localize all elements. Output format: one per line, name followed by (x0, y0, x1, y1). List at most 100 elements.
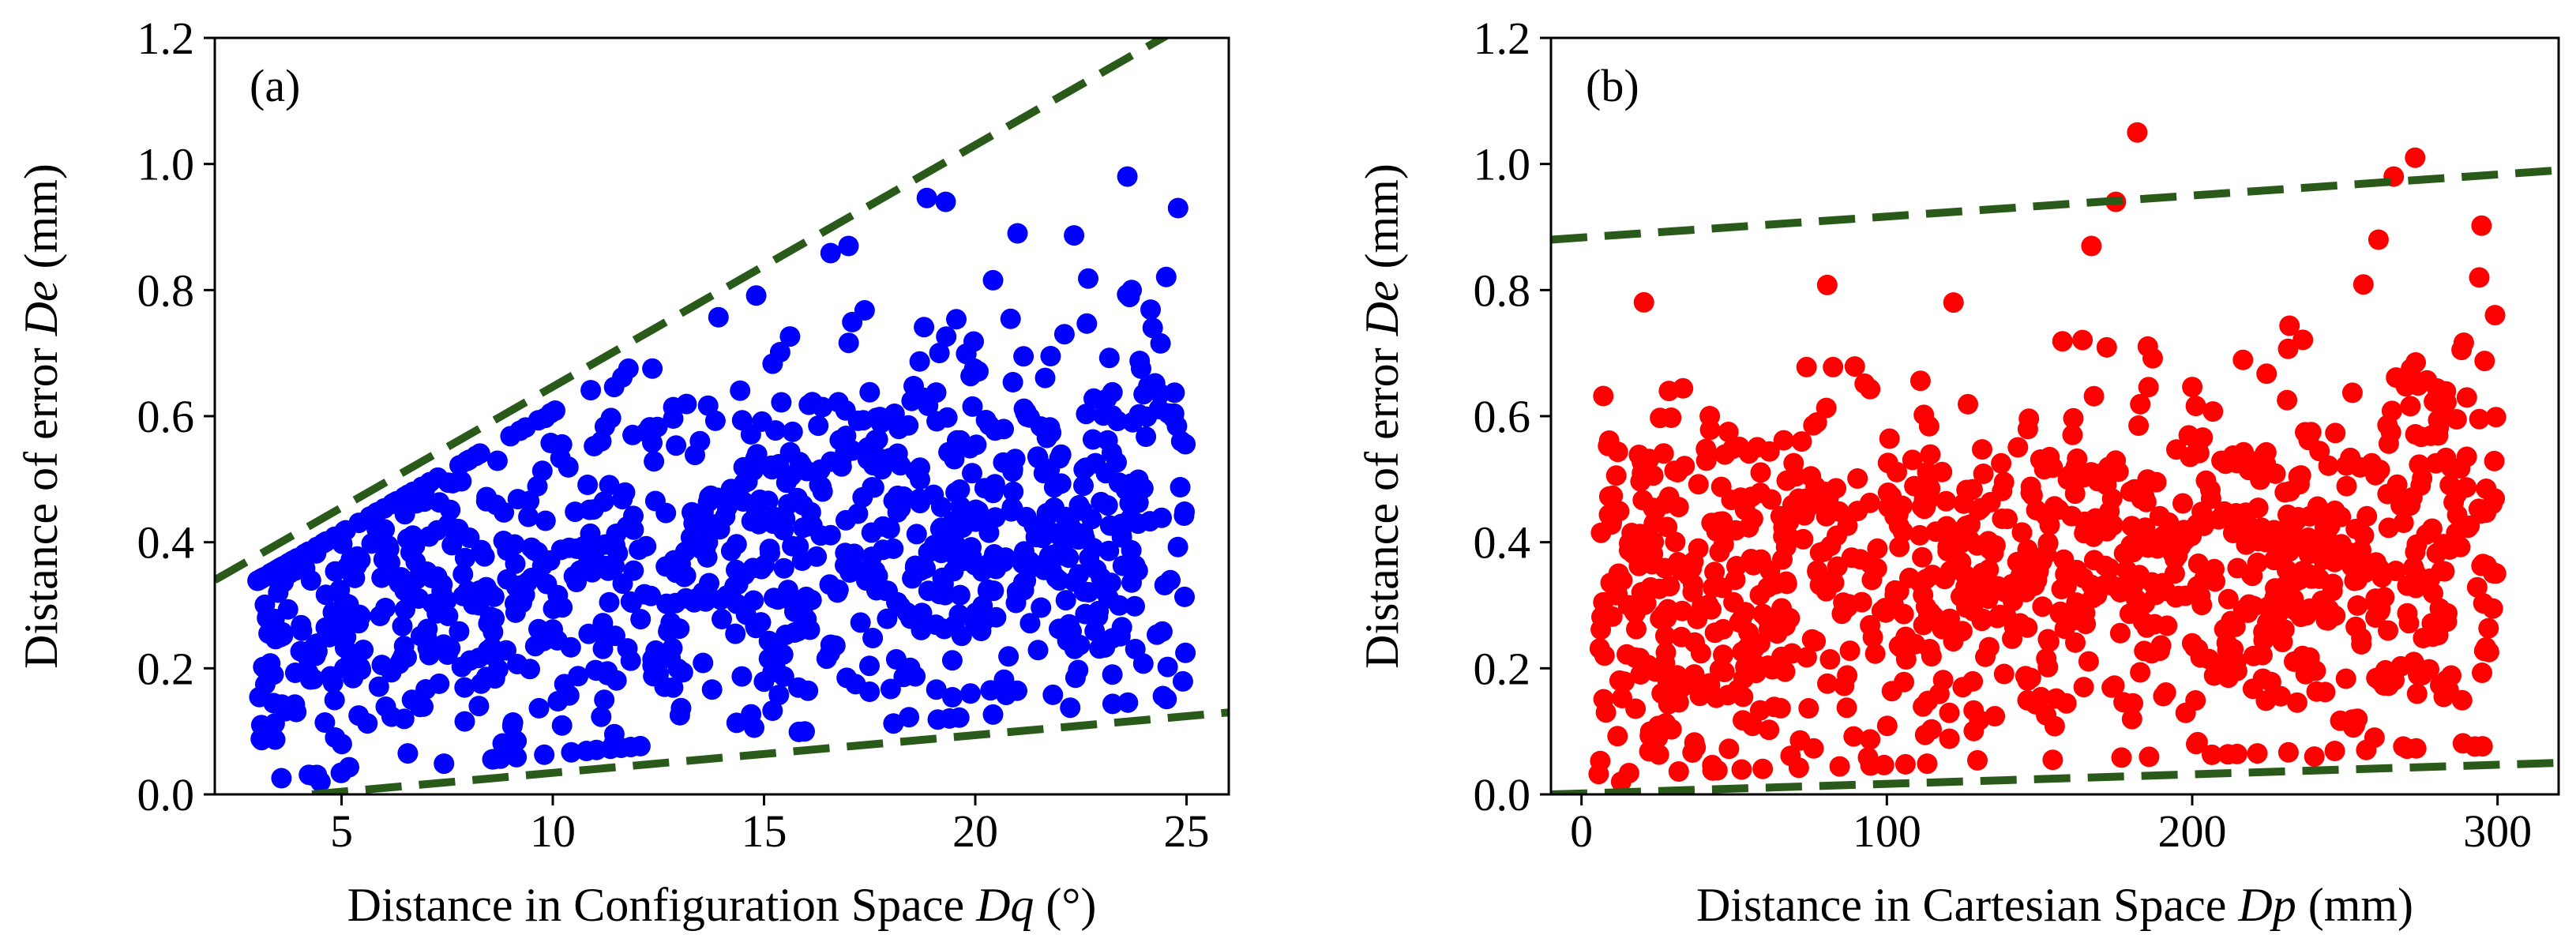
scatter-point (1831, 603, 1853, 625)
scatter-point (1713, 644, 1733, 666)
scatter-point (1997, 509, 2018, 530)
scatter-point (2202, 401, 2224, 422)
scatter-point (2037, 532, 2059, 554)
chart-panel-1: 0 100 200 300 0.0 0.2 0.4 0.6 0.8 1.0 1.2 (b) Distan… (1356, 13, 2560, 931)
scatter-point (1650, 407, 1671, 429)
scatter-point (357, 713, 378, 734)
y-tick-label: 1.0 (1474, 139, 1531, 190)
scatter-point (2368, 229, 2389, 250)
scatter-point (741, 511, 762, 531)
scatter-point (782, 421, 803, 442)
scatter-point (2130, 393, 2151, 415)
scatter-point (1078, 582, 1099, 603)
x-tick-label: 300 (2463, 805, 2532, 857)
scatter-point (2405, 352, 2426, 373)
scatter-point (1701, 599, 1722, 620)
scatter-point (971, 621, 992, 641)
scatter-point (1972, 562, 1993, 584)
scatter-point (284, 663, 306, 683)
scatter-point (2032, 596, 2053, 618)
scatter-point (1878, 497, 1899, 518)
x-axis-label: Distance in Configuration Space Dq (°) (347, 879, 1097, 931)
scatter-point (2410, 475, 2431, 496)
scatter-point (2284, 651, 2304, 672)
scatter-point (1809, 542, 1831, 563)
scatter-point (2096, 475, 2117, 495)
scatter-point (2116, 560, 2137, 581)
scatter-point (2017, 419, 2038, 440)
scatter-point (1936, 490, 1957, 512)
scatter-point (1991, 452, 2012, 474)
scatter-point (1798, 698, 1819, 719)
scatter-point (2020, 476, 2041, 497)
scatter-point (2277, 504, 2298, 525)
scatter-point (1154, 575, 1175, 595)
scatter-point (1665, 531, 1686, 553)
scatter-point (1647, 727, 1669, 749)
scatter-point (2244, 595, 2265, 617)
scatter-point (944, 614, 965, 636)
scatter-point (506, 746, 528, 768)
scatter-point (2127, 122, 2148, 143)
scatter-point (931, 542, 952, 564)
scatter-point (1150, 332, 1171, 354)
scatter-point (1127, 560, 1148, 581)
scatter-point (2138, 377, 2159, 398)
scatter-point (291, 614, 312, 636)
scatter-point (883, 713, 904, 734)
scatter-point (697, 546, 718, 568)
scatter-point (2349, 456, 2371, 478)
scatter-point (298, 541, 319, 562)
scatter-point (1675, 674, 1696, 696)
scatter-point (2187, 639, 2209, 660)
scatter-point (796, 460, 817, 482)
scatter-point (941, 650, 963, 671)
scatter-point (2405, 562, 2426, 584)
scatter-point (2182, 377, 2203, 398)
scatter-point (1877, 452, 1898, 474)
scatter-point (2306, 681, 2327, 702)
scatter-point (1819, 649, 1841, 670)
scatter-point (518, 506, 539, 527)
scatter-point (1167, 536, 1188, 557)
scatter-point (2318, 455, 2339, 476)
scatter-point (959, 683, 981, 704)
scatter-point (675, 587, 697, 609)
scatter-point (2472, 663, 2492, 683)
scatter-point (2305, 660, 2326, 681)
scatter-point (1172, 670, 1193, 692)
scatter-point (762, 353, 783, 374)
scatter-point (1972, 439, 1992, 460)
scatter-point (1718, 738, 1740, 760)
scatter-point (1745, 663, 1767, 684)
scatter-point (558, 456, 579, 477)
scatter-point (2277, 389, 2298, 411)
scatter-point (320, 666, 341, 687)
scatter-point (773, 666, 794, 687)
scatter-point (862, 477, 883, 497)
scatter-point (1939, 702, 1960, 723)
y-tick-label: 0.0 (137, 769, 195, 820)
scatter-point (2044, 715, 2065, 737)
scatter-point (1654, 652, 1676, 674)
scatter-point (263, 664, 284, 685)
scatter-point (824, 635, 846, 656)
scatter-point (1098, 540, 1120, 561)
scatter-point (2290, 606, 2311, 628)
scatter-point (674, 541, 696, 562)
scatter-point (639, 417, 660, 438)
scatter-point (2405, 147, 2426, 168)
scatter-point (2364, 727, 2385, 749)
scatter-point (998, 646, 1020, 667)
scatter-point (2378, 620, 2398, 641)
scatter-point (441, 535, 463, 556)
scatter-point (1050, 444, 1072, 465)
scatter-point (2295, 422, 2315, 443)
scatter-point (456, 450, 478, 471)
scatter-point (594, 689, 615, 711)
scatter-point (540, 403, 561, 424)
scatter-point (730, 380, 751, 401)
scatter-point (1657, 516, 1678, 538)
scatter-point (1731, 759, 1752, 780)
